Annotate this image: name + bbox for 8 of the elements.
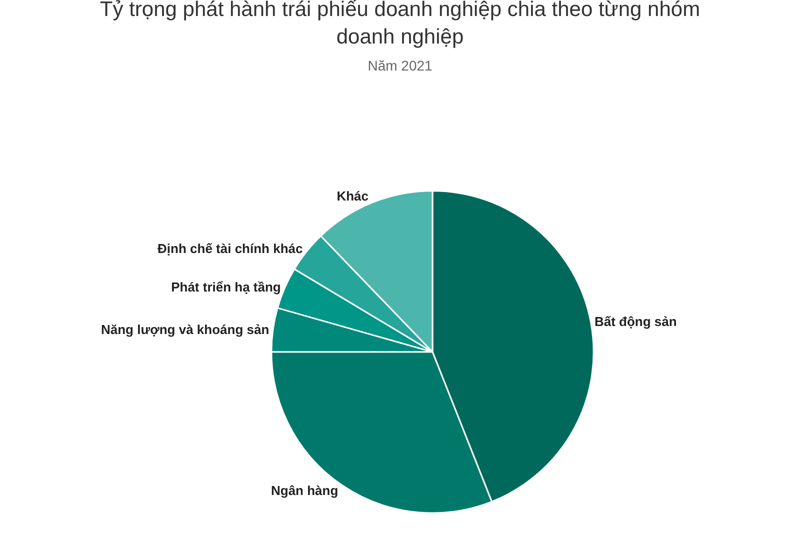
slice-label: Ngân hàng [270,482,338,498]
slice-label: Khác [336,188,369,204]
slice-label: Bất động sản [594,314,677,329]
slice-label: Năng lượng và khoáng sản [100,322,270,338]
slice-label: Định chế tài chính khác [158,241,303,256]
chart-title: Tỷ trọng phát hành trái phiếu doanh nghiệp chia theo từng nhóm doanh nghiệp [100,0,700,48]
chart-subtitle: Năm 2021 [368,58,433,74]
slice-label: Phát triển hạ tầng [171,279,281,294]
